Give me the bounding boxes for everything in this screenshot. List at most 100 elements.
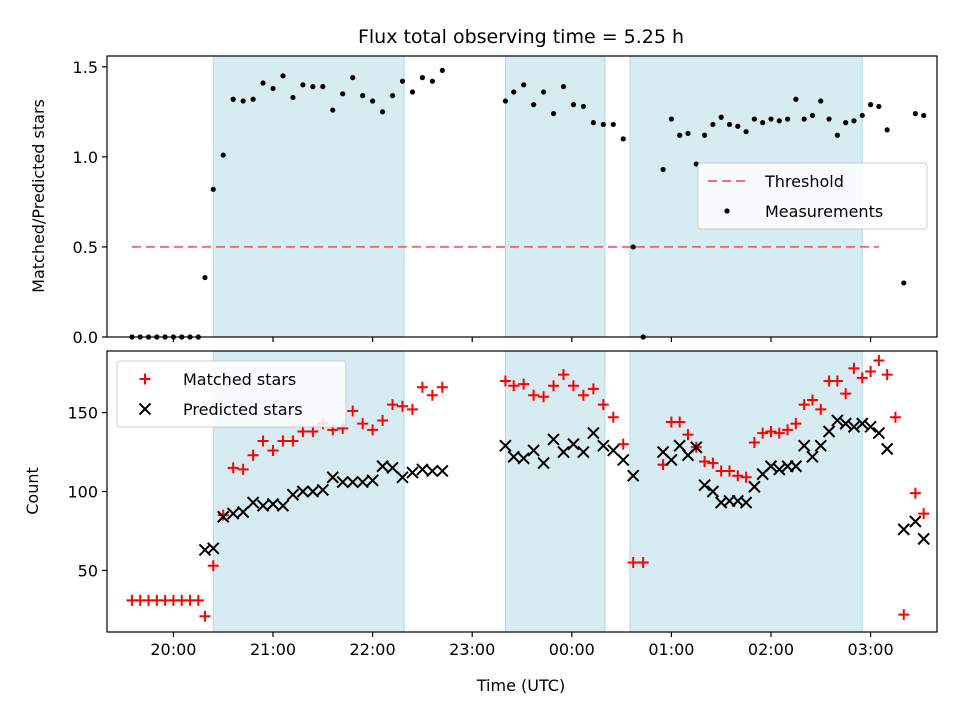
predicted-stars-point xyxy=(316,483,330,497)
matched-stars-point xyxy=(367,424,379,436)
matched-stars-point xyxy=(277,435,289,447)
measurement-point xyxy=(340,91,346,97)
y-tick-label: 50 xyxy=(78,561,98,580)
matched-stars-point xyxy=(865,366,877,378)
measurement-point xyxy=(884,127,890,133)
matched-stars-point xyxy=(881,369,893,381)
measurement-point xyxy=(620,136,626,142)
matched-stars-point xyxy=(247,449,259,461)
observing-interval xyxy=(212,55,405,338)
measurement-point xyxy=(735,123,741,129)
matched-stars-point xyxy=(918,508,930,520)
measurement-point xyxy=(668,116,674,122)
measurement-point xyxy=(867,102,874,108)
predicted-stars-point xyxy=(864,420,877,433)
matched-stars-point xyxy=(806,394,818,406)
measurement-point xyxy=(809,112,816,119)
measurement-point xyxy=(901,280,907,286)
ratio-panel: 0.0 0.5 1.0 1.5 Threshold Measurements xyxy=(73,55,938,347)
chart-title: Flux total observing time = 5.25 h xyxy=(358,26,684,48)
predicted-stars-point xyxy=(326,471,339,484)
legend-measurements-label: Measurements xyxy=(765,202,883,221)
matched-stars-point xyxy=(287,435,299,447)
matched-stars-point xyxy=(597,399,609,411)
predicted-stars-point xyxy=(396,471,409,484)
predicted-stars-point xyxy=(537,456,550,470)
measurement-point xyxy=(330,107,336,113)
measurement-point xyxy=(502,98,509,104)
measurement-point xyxy=(677,132,683,138)
matched-stars-point xyxy=(607,411,619,423)
measurement-point xyxy=(560,84,567,90)
measurement-point xyxy=(701,132,708,138)
measurement-point xyxy=(859,112,865,119)
predicted-stars-point xyxy=(748,480,761,493)
predicted-stars-point xyxy=(789,460,803,473)
matched-stars-point xyxy=(773,427,785,439)
axes-frame xyxy=(106,55,938,338)
measurement-point xyxy=(751,116,757,122)
measurement-point xyxy=(660,166,666,173)
matched-stars-point xyxy=(856,372,868,384)
predicted-stars-point xyxy=(406,466,419,479)
matched-stars-point xyxy=(699,456,711,468)
measurement-point xyxy=(210,186,216,192)
predicted-stars-point xyxy=(617,453,630,467)
matched-stars-point xyxy=(765,426,777,438)
legend-matched-swatch xyxy=(139,373,151,385)
predicted-stars-point xyxy=(880,442,894,456)
matched-stars-point xyxy=(782,424,794,436)
measurement-point xyxy=(630,244,636,250)
matched-stars-point xyxy=(406,403,418,415)
predicted-stars-point xyxy=(739,496,753,509)
predicted-stars-point xyxy=(436,464,449,478)
predicted-stars-point xyxy=(831,414,844,427)
predicted-stars-point xyxy=(226,507,240,520)
matched-stars-point xyxy=(898,609,910,621)
measurement-point xyxy=(590,120,596,126)
legend-measurement-swatch xyxy=(724,208,730,214)
measurement-point xyxy=(280,73,286,79)
matched-stars-point xyxy=(723,465,735,477)
observing-interval xyxy=(504,55,606,338)
measurement-point xyxy=(921,112,927,119)
matched-stars-point xyxy=(889,411,901,423)
measurement-point xyxy=(320,84,326,90)
predicted-stars-point xyxy=(567,437,580,451)
legend-matched-label: Matched stars xyxy=(183,370,296,389)
measurement-point xyxy=(843,120,849,126)
measurement-point xyxy=(685,130,691,137)
measurement-point xyxy=(531,102,537,108)
predicted-stars-point xyxy=(917,532,930,546)
matched-stars-point xyxy=(674,416,686,428)
measurement-point xyxy=(826,116,832,122)
measurement-point xyxy=(912,111,918,117)
matched-stars-point xyxy=(757,427,769,439)
predicted-stars-point xyxy=(266,497,280,511)
measurement-point xyxy=(439,67,445,74)
matched-stars-point xyxy=(617,438,629,450)
predicted-stars-point xyxy=(517,452,530,465)
matched-stars-point xyxy=(436,381,448,393)
predicted-stars-point xyxy=(306,485,320,498)
measurement-point xyxy=(540,89,547,95)
y-tick-label: 150 xyxy=(67,404,98,423)
measurement-point xyxy=(419,75,426,81)
matched-stars-point xyxy=(732,470,744,482)
matched-stars-point xyxy=(508,380,520,392)
y-tick-label: 1.0 xyxy=(73,148,98,167)
x-tick-label: 23:00 xyxy=(449,640,495,659)
matched-stars-point xyxy=(297,426,309,438)
observing-interval xyxy=(504,350,606,633)
measurement-point xyxy=(851,118,857,124)
predicted-stars-point xyxy=(577,445,590,459)
predicted-stars-point xyxy=(706,485,720,498)
x-tick-label: 03:00 xyxy=(848,640,894,659)
predicted-stars-point xyxy=(806,450,819,463)
predicted-stars-point xyxy=(416,463,429,476)
measurement-point xyxy=(580,103,587,110)
measurement-point xyxy=(550,111,557,117)
matched-stars-point xyxy=(840,388,852,400)
predicted-stars-point xyxy=(376,460,389,473)
matched-stars-point xyxy=(257,435,269,447)
